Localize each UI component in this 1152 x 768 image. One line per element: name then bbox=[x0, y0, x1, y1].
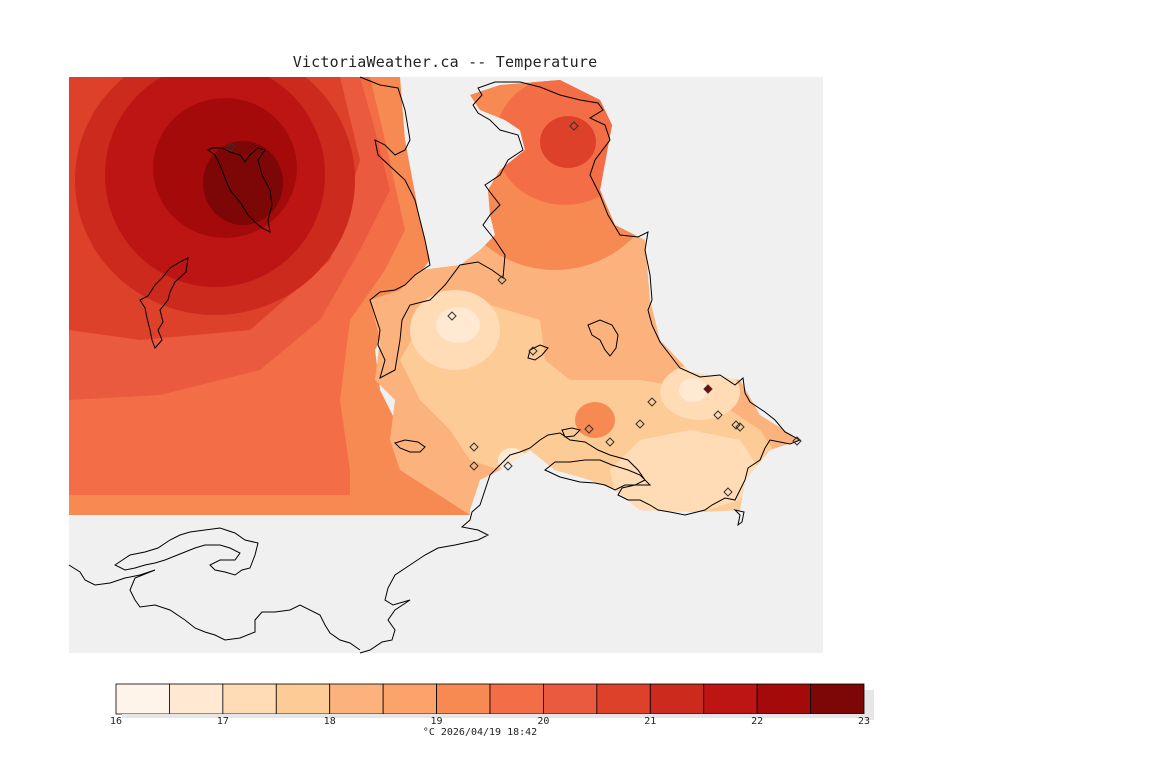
station-marker[interactable] bbox=[635, 419, 645, 429]
colorbar-shadow bbox=[122, 714, 874, 718]
station-marker[interactable] bbox=[723, 487, 733, 497]
colorbar-swatch bbox=[169, 683, 224, 715]
colorbar bbox=[115, 683, 874, 720]
station-marker[interactable] bbox=[503, 461, 513, 471]
colorbar-tick-label: 23 bbox=[857, 716, 871, 727]
map-title: VictoriaWeather.ca -- Temperature bbox=[292, 53, 598, 71]
colorbar-tick-label: 21 bbox=[644, 716, 657, 727]
colorbar-swatch bbox=[275, 683, 331, 715]
colorbar-swatch bbox=[756, 683, 811, 715]
colorbar-swatch bbox=[703, 683, 758, 715]
colorbar-swatch bbox=[810, 683, 865, 715]
station-marker[interactable] bbox=[647, 397, 657, 407]
colorbar-tick-label: 22 bbox=[751, 716, 764, 727]
colorbar-swatch bbox=[329, 683, 384, 715]
station-marker[interactable] bbox=[792, 436, 802, 446]
station-marker[interactable] bbox=[497, 275, 507, 285]
west-field bbox=[69, 77, 823, 515]
station-marker[interactable] bbox=[469, 461, 479, 471]
colorbar-swatch bbox=[649, 683, 705, 715]
colorbar-swatch bbox=[222, 683, 277, 715]
station-marker[interactable] bbox=[469, 442, 479, 452]
station-marker[interactable] bbox=[447, 311, 457, 321]
colorbar-swatch bbox=[382, 683, 437, 715]
colorbar-tick-label: 16 bbox=[109, 716, 123, 727]
station-marker[interactable] bbox=[528, 346, 538, 356]
colorbar-tick-label: 19 bbox=[430, 716, 443, 727]
coastlines bbox=[68, 76, 802, 654]
weather-stations bbox=[226, 121, 802, 497]
colorbar-swatch bbox=[543, 683, 598, 715]
colorbar-footer: °C 2026/04/19 18:42 bbox=[422, 727, 538, 738]
colorbar-swatch bbox=[596, 683, 651, 715]
colorbar-swatch bbox=[489, 683, 544, 715]
station-marker[interactable] bbox=[703, 384, 713, 394]
station-marker[interactable] bbox=[735, 422, 745, 432]
colorbar-shadow bbox=[864, 690, 874, 720]
station-marker[interactable] bbox=[605, 437, 615, 447]
colorbar-swatch bbox=[436, 683, 491, 715]
station-marker[interactable] bbox=[584, 424, 594, 434]
colorbar-tick-label: 17 bbox=[216, 716, 229, 727]
colorbar-tick-label: 20 bbox=[537, 716, 550, 727]
station-marker[interactable] bbox=[713, 410, 723, 420]
station-marker[interactable] bbox=[569, 121, 579, 131]
colorbar-tick-label: 18 bbox=[323, 716, 336, 727]
station-marker[interactable] bbox=[226, 142, 236, 152]
colorbar-swatch bbox=[115, 683, 170, 715]
